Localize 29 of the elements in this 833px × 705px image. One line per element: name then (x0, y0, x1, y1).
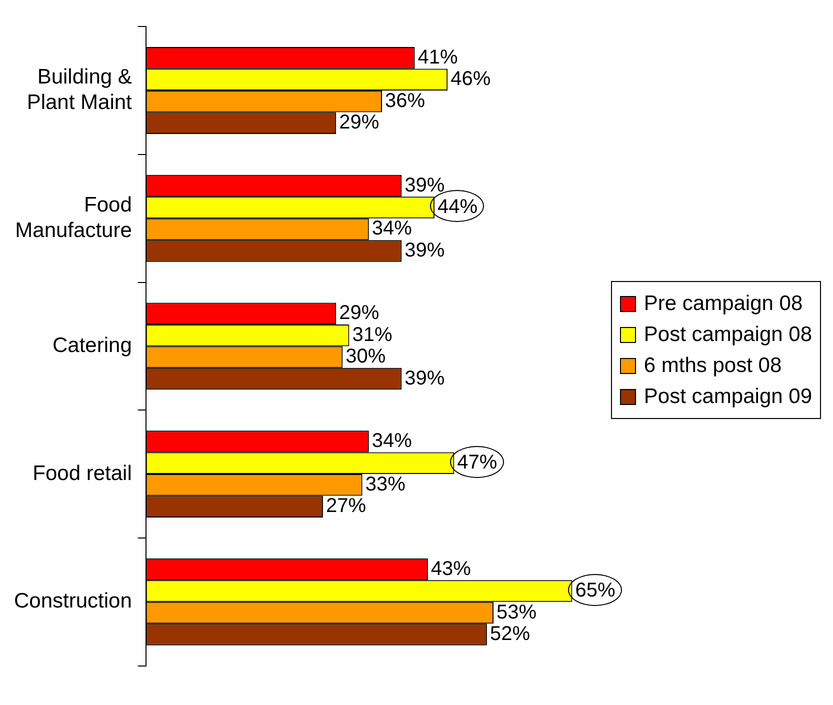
y-tick-label: Catering (52, 334, 132, 357)
data-label: 29% (339, 302, 380, 324)
data-label: 33% (365, 473, 406, 496)
y-tick-label: Construction (14, 590, 132, 613)
data-label: 30% (346, 346, 386, 368)
data-label: 27% (326, 495, 366, 518)
y-tick-label: Food Manufacture (15, 194, 132, 242)
data-label: 65% (575, 580, 616, 602)
data-label: 46% (450, 68, 491, 90)
y-tick-label: Building & Plant Maint (26, 66, 132, 114)
data-label: 29% (339, 112, 380, 134)
data-label: 44% (437, 196, 478, 218)
y-tick-label: Food retail (32, 462, 132, 485)
legend-label: Post campaign 09 (644, 384, 812, 410)
data-label: 39% (404, 239, 445, 262)
legend-label: Pre campaign 08 (644, 291, 803, 317)
data-label: 47% (457, 452, 498, 474)
data-label: 43% (430, 558, 472, 580)
data-label: 36% (385, 90, 426, 112)
data-label: 39% (404, 174, 445, 196)
data-label: 34% (372, 430, 412, 452)
data-label: 39% (404, 367, 445, 390)
data-label: 31% (352, 324, 392, 346)
legend-label: 6 mths post 08 (644, 353, 782, 379)
data-label: 52% (490, 622, 530, 645)
legend-label: Post campaign 08 (644, 322, 812, 348)
data-label: 34% (372, 218, 412, 240)
data-label: 41% (418, 46, 458, 68)
data-label: 53% (496, 601, 537, 624)
